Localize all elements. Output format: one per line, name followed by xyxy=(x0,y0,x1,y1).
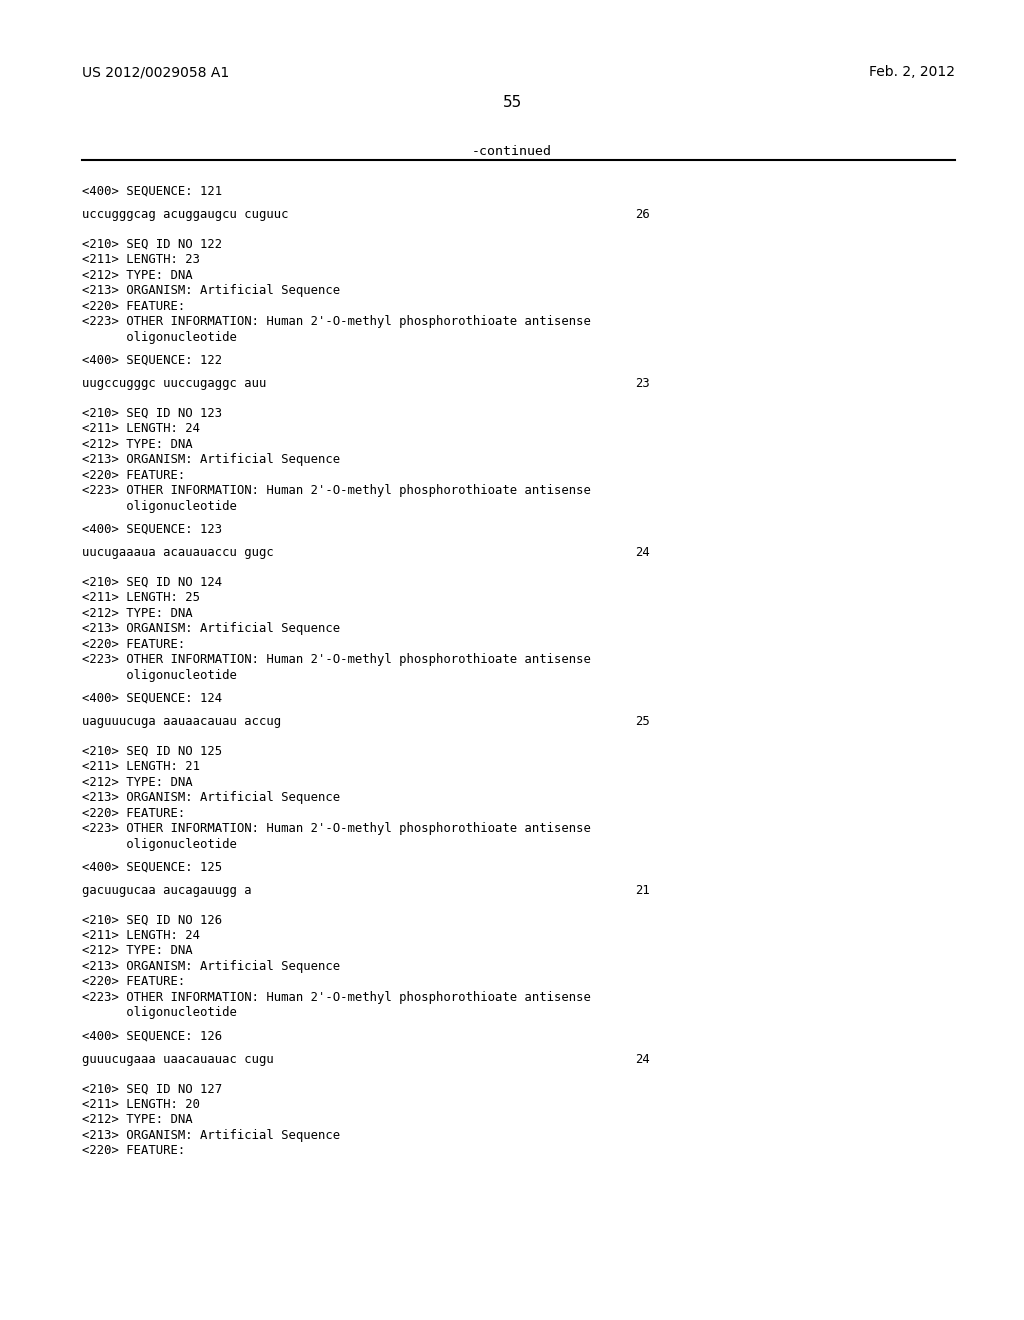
Text: <400> SEQUENCE: 122: <400> SEQUENCE: 122 xyxy=(82,354,222,367)
Text: <211> LENGTH: 20: <211> LENGTH: 20 xyxy=(82,1098,200,1111)
Text: <213> ORGANISM: Artificial Sequence: <213> ORGANISM: Artificial Sequence xyxy=(82,960,340,973)
Text: <223> OTHER INFORMATION: Human 2'-O-methyl phosphorothioate antisense: <223> OTHER INFORMATION: Human 2'-O-meth… xyxy=(82,653,591,667)
Text: uucugaaaua acauauaccu gugc: uucugaaaua acauauaccu gugc xyxy=(82,546,273,560)
Text: <213> ORGANISM: Artificial Sequence: <213> ORGANISM: Artificial Sequence xyxy=(82,622,340,635)
Text: <212> TYPE: DNA: <212> TYPE: DNA xyxy=(82,945,193,957)
Text: <220> FEATURE:: <220> FEATURE: xyxy=(82,638,185,651)
Text: uugccugggc uuccugaggc auu: uugccugggc uuccugaggc auu xyxy=(82,378,266,391)
Text: oligonucleotide: oligonucleotide xyxy=(82,331,237,343)
Text: Feb. 2, 2012: Feb. 2, 2012 xyxy=(869,65,955,79)
Text: 55: 55 xyxy=(503,95,521,110)
Text: <210> SEQ ID NO 126: <210> SEQ ID NO 126 xyxy=(82,913,222,927)
Text: <212> TYPE: DNA: <212> TYPE: DNA xyxy=(82,269,193,281)
Text: <220> FEATURE:: <220> FEATURE: xyxy=(82,469,185,482)
Text: oligonucleotide: oligonucleotide xyxy=(82,838,237,850)
Text: 26: 26 xyxy=(635,209,650,222)
Text: <400> SEQUENCE: 121: <400> SEQUENCE: 121 xyxy=(82,185,222,198)
Text: 21: 21 xyxy=(635,884,650,898)
Text: <210> SEQ ID NO 127: <210> SEQ ID NO 127 xyxy=(82,1082,222,1096)
Text: 24: 24 xyxy=(635,546,650,560)
Text: <213> ORGANISM: Artificial Sequence: <213> ORGANISM: Artificial Sequence xyxy=(82,453,340,466)
Text: 24: 24 xyxy=(635,1053,650,1067)
Text: 23: 23 xyxy=(635,378,650,391)
Text: <223> OTHER INFORMATION: Human 2'-O-methyl phosphorothioate antisense: <223> OTHER INFORMATION: Human 2'-O-meth… xyxy=(82,822,591,836)
Text: <210> SEQ ID NO 125: <210> SEQ ID NO 125 xyxy=(82,744,222,758)
Text: -continued: -continued xyxy=(472,145,552,158)
Text: <212> TYPE: DNA: <212> TYPE: DNA xyxy=(82,438,193,450)
Text: oligonucleotide: oligonucleotide xyxy=(82,669,237,681)
Text: <400> SEQUENCE: 126: <400> SEQUENCE: 126 xyxy=(82,1030,222,1043)
Text: <212> TYPE: DNA: <212> TYPE: DNA xyxy=(82,607,193,619)
Text: gacuugucaa aucagauugg a: gacuugucaa aucagauugg a xyxy=(82,884,252,898)
Text: 25: 25 xyxy=(635,715,650,729)
Text: <212> TYPE: DNA: <212> TYPE: DNA xyxy=(82,776,193,788)
Text: <213> ORGANISM: Artificial Sequence: <213> ORGANISM: Artificial Sequence xyxy=(82,284,340,297)
Text: <211> LENGTH: 24: <211> LENGTH: 24 xyxy=(82,422,200,436)
Text: <213> ORGANISM: Artificial Sequence: <213> ORGANISM: Artificial Sequence xyxy=(82,1129,340,1142)
Text: oligonucleotide: oligonucleotide xyxy=(82,500,237,512)
Text: <400> SEQUENCE: 124: <400> SEQUENCE: 124 xyxy=(82,692,222,705)
Text: <212> TYPE: DNA: <212> TYPE: DNA xyxy=(82,1114,193,1126)
Text: <211> LENGTH: 24: <211> LENGTH: 24 xyxy=(82,929,200,942)
Text: uccugggcag acuggaugcu cuguuc: uccugggcag acuggaugcu cuguuc xyxy=(82,209,289,222)
Text: <211> LENGTH: 21: <211> LENGTH: 21 xyxy=(82,760,200,774)
Text: guuucugaaa uaacauauac cugu: guuucugaaa uaacauauac cugu xyxy=(82,1053,273,1067)
Text: <210> SEQ ID NO 122: <210> SEQ ID NO 122 xyxy=(82,238,222,251)
Text: US 2012/0029058 A1: US 2012/0029058 A1 xyxy=(82,65,229,79)
Text: <223> OTHER INFORMATION: Human 2'-O-methyl phosphorothioate antisense: <223> OTHER INFORMATION: Human 2'-O-meth… xyxy=(82,315,591,329)
Text: <220> FEATURE:: <220> FEATURE: xyxy=(82,975,185,989)
Text: <400> SEQUENCE: 125: <400> SEQUENCE: 125 xyxy=(82,861,222,874)
Text: oligonucleotide: oligonucleotide xyxy=(82,1006,237,1019)
Text: <220> FEATURE:: <220> FEATURE: xyxy=(82,300,185,313)
Text: <220> FEATURE:: <220> FEATURE: xyxy=(82,807,185,820)
Text: <223> OTHER INFORMATION: Human 2'-O-methyl phosphorothioate antisense: <223> OTHER INFORMATION: Human 2'-O-meth… xyxy=(82,991,591,1005)
Text: <400> SEQUENCE: 123: <400> SEQUENCE: 123 xyxy=(82,523,222,536)
Text: uaguuucuga aauaacauau accug: uaguuucuga aauaacauau accug xyxy=(82,715,282,729)
Text: <220> FEATURE:: <220> FEATURE: xyxy=(82,1144,185,1158)
Text: <213> ORGANISM: Artificial Sequence: <213> ORGANISM: Artificial Sequence xyxy=(82,791,340,804)
Text: <223> OTHER INFORMATION: Human 2'-O-methyl phosphorothioate antisense: <223> OTHER INFORMATION: Human 2'-O-meth… xyxy=(82,484,591,498)
Text: <211> LENGTH: 23: <211> LENGTH: 23 xyxy=(82,253,200,267)
Text: <210> SEQ ID NO 123: <210> SEQ ID NO 123 xyxy=(82,407,222,420)
Text: <210> SEQ ID NO 124: <210> SEQ ID NO 124 xyxy=(82,576,222,589)
Text: <211> LENGTH: 25: <211> LENGTH: 25 xyxy=(82,591,200,605)
